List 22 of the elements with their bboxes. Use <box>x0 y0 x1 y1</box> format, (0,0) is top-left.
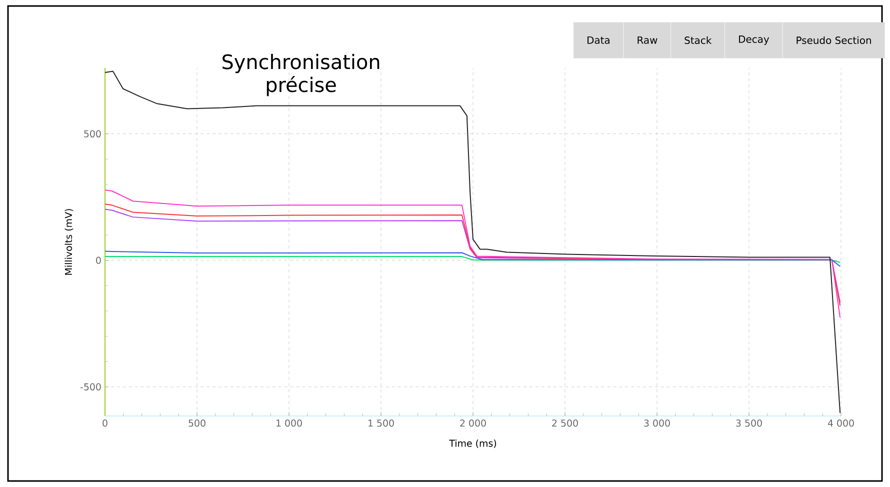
x-tick-label: 2 000 <box>460 420 486 427</box>
text: Raw <box>638 36 658 44</box>
x-tick-label: 4 000 <box>828 420 854 427</box>
x-tick-label: 3 000 <box>644 420 670 427</box>
line-series <box>105 189 841 318</box>
y-axis-title: Millivolts (mV) <box>64 209 74 275</box>
text: Stack <box>684 36 712 44</box>
x-tick-label: 1 000 <box>276 420 302 427</box>
x-tick-label: 0 <box>102 420 108 427</box>
x-axis-title: Time (ms) <box>449 440 496 448</box>
x-tick-label: 3 500 <box>736 420 762 427</box>
y-tick-label: -500 <box>80 383 101 390</box>
text: Pseudo Section <box>796 36 871 44</box>
text: Data <box>588 36 610 44</box>
line-series <box>105 250 841 267</box>
y-tick-label: 500 <box>84 130 101 138</box>
x-tick-label: 1 500 <box>368 420 394 427</box>
y-tick-label: 0 <box>96 256 101 264</box>
chart-title: Synchronisation précise <box>222 54 380 96</box>
text: Decay <box>739 36 770 45</box>
x-tick-label: 2 500 <box>552 420 578 427</box>
x-tick-label: 500 <box>188 420 206 427</box>
